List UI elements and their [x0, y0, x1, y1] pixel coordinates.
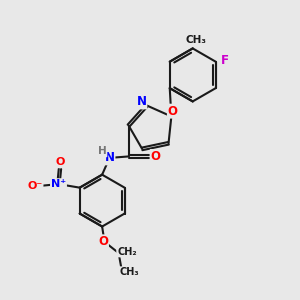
Text: CH₂: CH₂ — [117, 247, 137, 256]
Text: H: H — [98, 146, 106, 156]
Text: F: F — [221, 54, 229, 67]
Text: N⁺: N⁺ — [51, 179, 66, 189]
Text: O: O — [55, 157, 65, 167]
Text: N: N — [104, 152, 115, 164]
Text: CH₃: CH₃ — [185, 35, 206, 45]
Text: O: O — [151, 150, 161, 163]
Text: O: O — [98, 235, 108, 248]
Text: O⁻: O⁻ — [27, 181, 43, 190]
Text: N: N — [136, 95, 146, 108]
Text: CH₃: CH₃ — [120, 267, 140, 277]
Text: O: O — [168, 105, 178, 118]
